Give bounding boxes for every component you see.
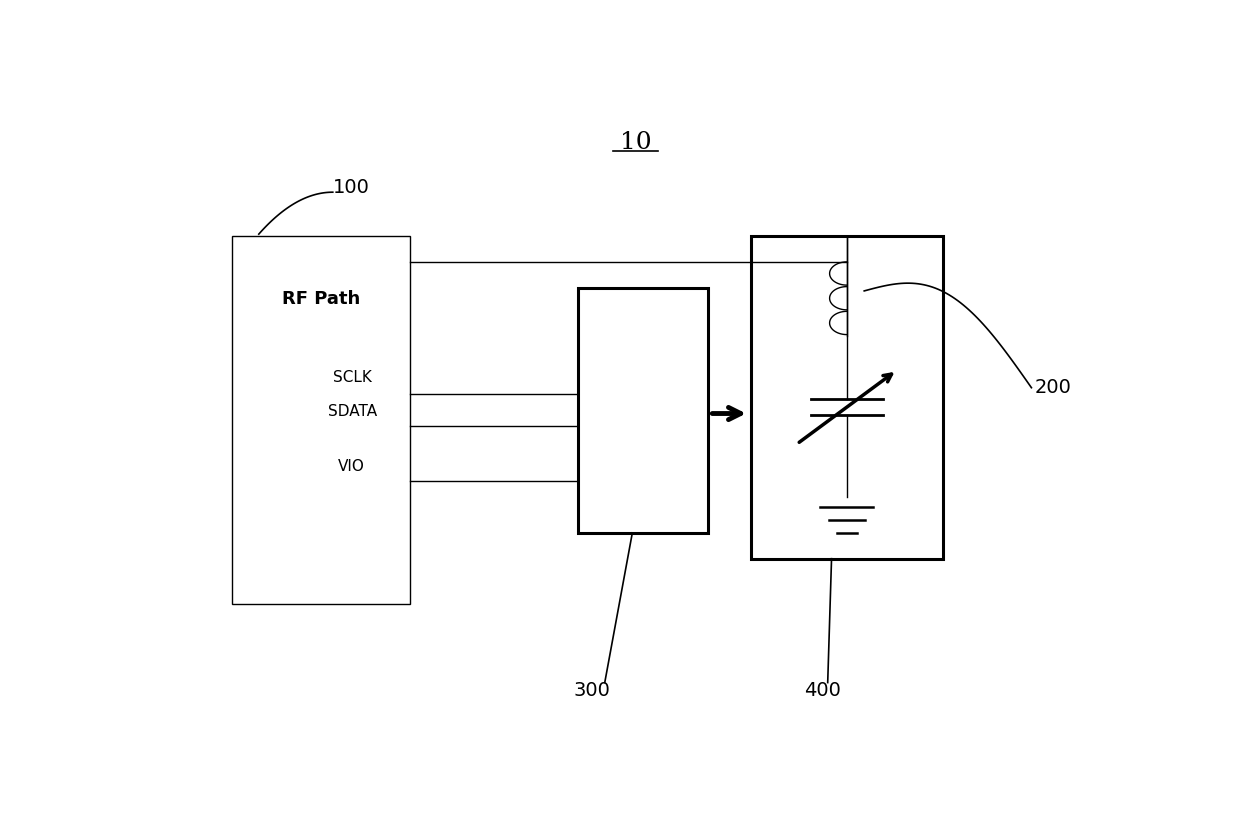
Text: VIO: VIO (337, 458, 365, 473)
Text: RF Path: RF Path (281, 290, 360, 308)
Bar (578, 287, 708, 533)
Text: 300: 300 (574, 681, 610, 701)
Text: 10: 10 (620, 131, 651, 154)
Text: SDATA: SDATA (329, 404, 377, 419)
Text: 400: 400 (805, 681, 841, 701)
Text: 200: 200 (1034, 378, 1071, 397)
Text: 100: 100 (332, 178, 370, 197)
Bar (232, 236, 409, 604)
Text: SCLK: SCLK (334, 370, 372, 385)
Bar (751, 236, 944, 559)
